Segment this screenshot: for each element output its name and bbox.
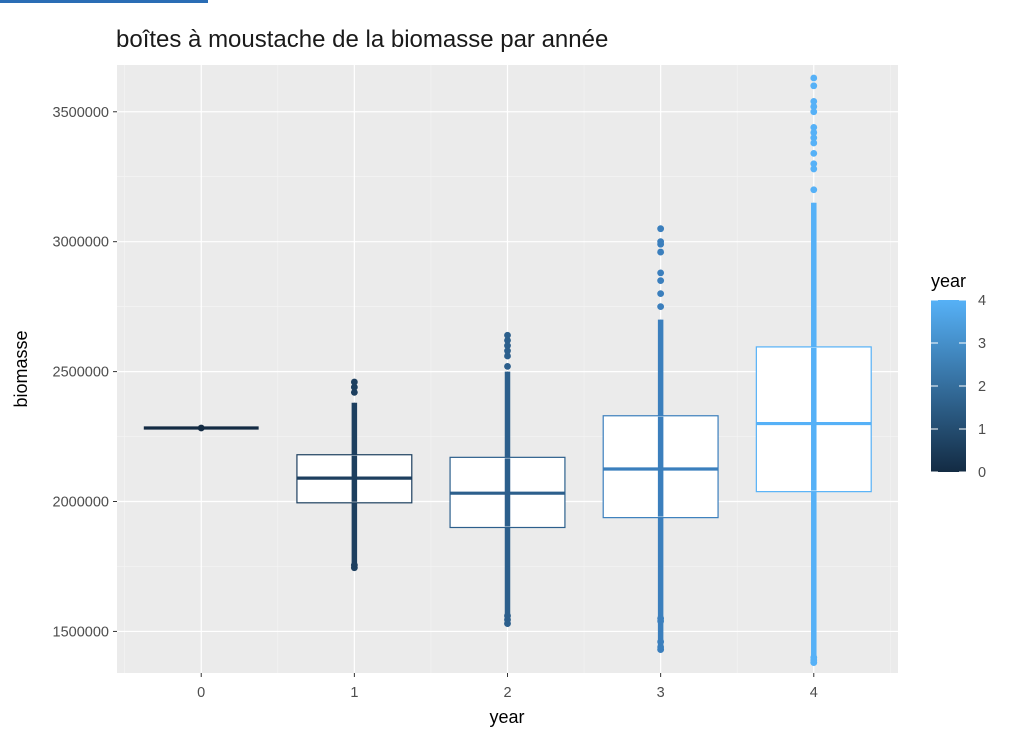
- outlier-point: [657, 615, 665, 622]
- outlier-point: [504, 342, 511, 350]
- outlier-point: [350, 383, 358, 391]
- x-axis-ticks: 0 1 2 3 4: [197, 673, 818, 701]
- outlier-point: [810, 97, 818, 105]
- outlier-point: [504, 331, 511, 339]
- chart-title: boîtes à moustache de la biomasse par an…: [116, 26, 609, 53]
- outlier-point: [657, 643, 665, 651]
- outlier-point: [657, 638, 665, 646]
- x-tick-label: 4: [810, 685, 818, 701]
- x-tick-label: 0: [197, 685, 205, 701]
- outlier-point: [810, 165, 818, 173]
- y-tick-label: 2500000: [53, 365, 109, 381]
- x-tick-label: 1: [350, 685, 358, 701]
- outlier-point: [810, 123, 818, 131]
- outlier-point: [810, 654, 818, 661]
- x-axis-title: year: [489, 707, 524, 727]
- y-axis-ticks: 1500000 2000000 2500000 3000000 3500000: [53, 105, 117, 640]
- outlier-point: [810, 103, 818, 110]
- box-group-year-4: [755, 74, 872, 667]
- outlier-point: [657, 238, 665, 246]
- outlier-point: [504, 612, 511, 620]
- y-tick-label: 2000000: [53, 495, 109, 511]
- outlier-point: [504, 352, 511, 360]
- legend-label: 0: [978, 465, 986, 481]
- box-group-year-3: [602, 225, 719, 654]
- legend-title: year: [931, 271, 966, 291]
- box-group-year-1: [296, 378, 413, 572]
- outlier-point: [810, 134, 818, 142]
- outlier-point: [810, 74, 818, 82]
- y-tick-label: 3500000: [53, 105, 109, 121]
- color-legend: year 0 1 2 3 4: [931, 271, 986, 481]
- y-tick-label: 3000000: [53, 235, 109, 251]
- legend-label: 3: [978, 336, 986, 352]
- outlier-point: [810, 186, 818, 194]
- outlier-point: [657, 248, 665, 256]
- y-tick-label: 1500000: [53, 624, 109, 640]
- legend-label: 2: [978, 379, 986, 395]
- x-tick-label: 2: [503, 685, 511, 701]
- outlier-point: [810, 108, 818, 116]
- outlier-point: [350, 388, 358, 396]
- outlier-point: [350, 561, 358, 569]
- x-tick-label: 3: [657, 685, 665, 701]
- outlier-point: [657, 290, 665, 298]
- top-accent-bar: [0, 0, 208, 3]
- legend-label: 1: [978, 422, 986, 438]
- box-group-year-0: [143, 424, 259, 432]
- outlier-point: [504, 337, 511, 344]
- outlier-point: [504, 347, 511, 355]
- outlier-point: [810, 139, 818, 147]
- outlier-point: [657, 269, 665, 277]
- data-point: [197, 424, 205, 432]
- outlier-point: [810, 82, 818, 90]
- outlier-point: [657, 225, 665, 233]
- outlier-point: [810, 160, 818, 168]
- outlier-point: [350, 378, 358, 386]
- legend-label: 4: [978, 293, 986, 309]
- boxes-layer: [143, 74, 872, 667]
- outlier-point: [504, 363, 511, 370]
- outlier-point: [657, 277, 665, 285]
- outlier-point: [657, 303, 665, 311]
- outlier-point: [810, 149, 818, 157]
- y-axis-title: biomasse: [11, 330, 31, 407]
- outlier-point: [810, 129, 818, 136]
- box-group-year-2: [449, 331, 566, 628]
